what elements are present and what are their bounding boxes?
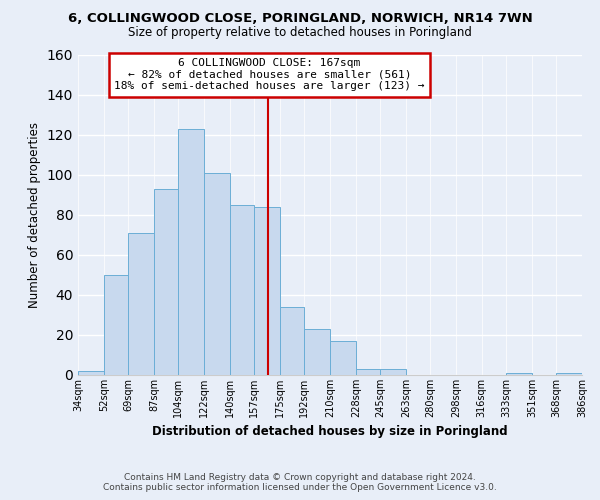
Bar: [104, 275, 128, 375]
Text: Size of property relative to detached houses in Poringland: Size of property relative to detached ho…: [128, 26, 472, 39]
Bar: [204, 173, 230, 375]
Bar: [304, 329, 330, 375]
Text: 6 COLLINGWOOD CLOSE: 167sqm
← 82% of detached houses are smaller (561)
18% of se: 6 COLLINGWOOD CLOSE: 167sqm ← 82% of det…: [114, 58, 425, 92]
Y-axis label: Number of detached properties: Number of detached properties: [28, 122, 41, 308]
Bar: [128, 233, 154, 375]
Bar: [356, 369, 380, 375]
Text: Contains HM Land Registry data © Crown copyright and database right 2024.
Contai: Contains HM Land Registry data © Crown c…: [103, 473, 497, 492]
Bar: [280, 307, 304, 375]
Bar: [330, 341, 356, 375]
Bar: [254, 207, 280, 375]
Bar: [178, 129, 204, 375]
X-axis label: Distribution of detached houses by size in Poringland: Distribution of detached houses by size …: [152, 426, 508, 438]
Bar: [154, 189, 178, 375]
Bar: [230, 205, 254, 375]
Bar: [556, 373, 582, 375]
Bar: [78, 371, 104, 375]
Text: 6, COLLINGWOOD CLOSE, PORINGLAND, NORWICH, NR14 7WN: 6, COLLINGWOOD CLOSE, PORINGLAND, NORWIC…: [68, 12, 532, 26]
Bar: [380, 369, 406, 375]
Bar: [506, 373, 532, 375]
